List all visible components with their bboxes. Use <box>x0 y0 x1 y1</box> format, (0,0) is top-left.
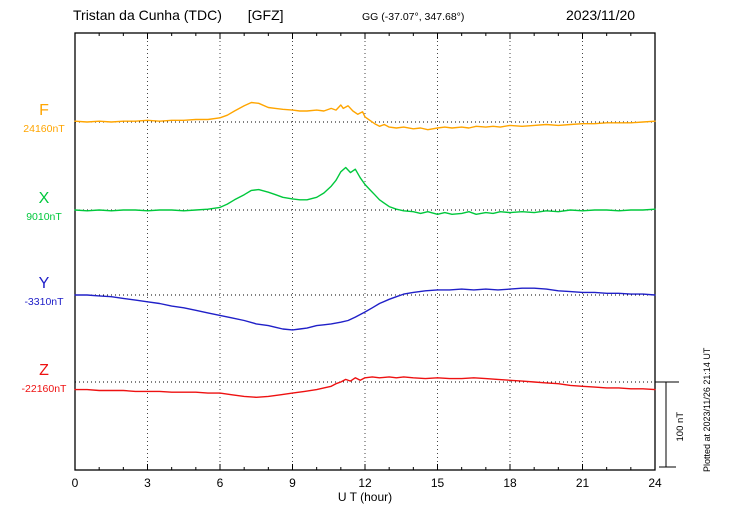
component-baseline-F: 24160nT <box>23 123 65 135</box>
component-label-Y: Y -3310nT <box>8 276 80 308</box>
institute-tag: [GFZ] <box>247 7 284 23</box>
component-label-Z: Z -22160nT <box>8 363 80 395</box>
scale-bar-label: 100 nT <box>675 412 686 442</box>
component-letter-F: F <box>39 102 49 119</box>
x-tick-label: 15 <box>430 476 445 490</box>
geo-coordinates: GG (-37.07°, 347.68°) <box>362 11 465 23</box>
x-tick-label: 21 <box>575 476 590 490</box>
station-name: Tristan da Cunha (TDC) <box>73 7 222 23</box>
component-baseline-Y: -3310nT <box>24 296 64 308</box>
component-label-X: X 9010nT <box>8 191 80 223</box>
x-tick-label: 0 <box>71 476 79 490</box>
x-tick-label: 9 <box>289 476 296 490</box>
trace-Y <box>74 287 656 331</box>
x-tick-label: 18 <box>503 476 517 490</box>
component-label-F: F 24160nT <box>8 103 80 135</box>
component-letter-Z: Z <box>39 362 49 379</box>
plot-frame <box>74 32 656 471</box>
x-tick-label: 6 <box>216 476 224 490</box>
component-letter-X: X <box>38 190 50 207</box>
component-baseline-X: 9010nT <box>26 211 62 223</box>
station-title: Tristan da Cunha (TDC) [GFZ] <box>73 7 284 23</box>
plot-date: 2023/11/20 <box>566 7 636 23</box>
component-letter-Y: Y <box>38 275 50 292</box>
component-baseline-Z: -22160nT <box>21 383 67 395</box>
x-tick-label: 3 <box>144 476 151 490</box>
x-tick-label: 24 <box>648 476 662 490</box>
trace-F <box>74 101 656 131</box>
x-tick-label: 12 <box>358 476 372 490</box>
trace-Z <box>74 376 656 398</box>
x-axis-label: U T (hour) <box>337 490 393 504</box>
plotted-at-note: Plotted at 2023/11/26 21:14 UT <box>702 347 712 472</box>
trace-X <box>74 166 656 216</box>
